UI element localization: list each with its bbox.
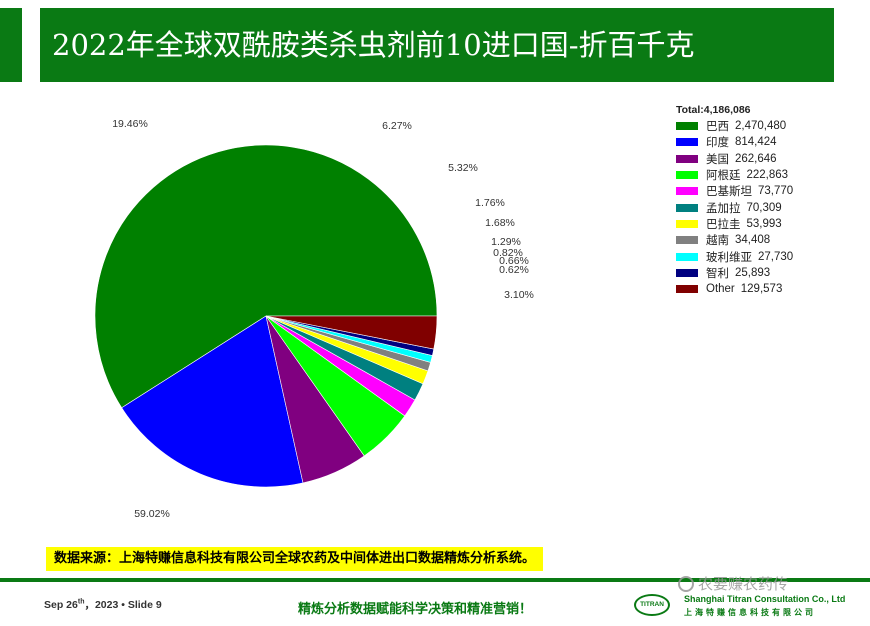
legend-name-10: Other — [706, 283, 735, 296]
legend-swatch-0 — [676, 122, 698, 131]
legend-swatch-7 — [676, 236, 698, 245]
pie-percent-label-2: 6.27% — [382, 120, 412, 132]
legend-item-6: 巴拉圭 53,993 — [676, 216, 793, 232]
legend-name-5: 孟加拉 — [706, 202, 741, 215]
legend-swatch-1 — [676, 138, 698, 147]
legend-value-4: 73,770 — [758, 185, 794, 198]
pie-percent-label-3: 5.32% — [448, 162, 478, 174]
legend-name-2: 美国 — [706, 153, 729, 166]
legend-swatch-4 — [676, 187, 698, 196]
legend-swatch-6 — [676, 219, 698, 228]
footer-date-main: Sep 26 — [44, 599, 78, 611]
legend-name-7: 越南 — [706, 235, 729, 248]
footer-date-sup: th — [77, 598, 85, 606]
chart-legend: Total:4,186,086 巴西 2,470,480 印度 814,424 美国 26… — [676, 104, 793, 297]
legend-swatch-3 — [676, 171, 698, 180]
legend-value-5: 70,309 — [746, 201, 782, 214]
footer-slogan: 精炼分析数据赋能科学决策和精准营销！ — [298, 602, 533, 617]
pie-percent-label-9: 0.62% — [499, 264, 529, 276]
legend-value-10: 129,573 — [740, 283, 783, 296]
legend-value-1: 814,424 — [735, 136, 777, 149]
titran-logo: TITRAN — [634, 594, 670, 616]
pie-slice-0 — [94, 144, 438, 409]
legend-value-0: 2,470,480 — [735, 120, 787, 133]
pie-slice-1 — [121, 315, 304, 488]
legend-name-4: 巴基斯坦 — [706, 186, 752, 199]
watermark-text: 农要赚农药传 — [698, 575, 789, 593]
wechat-icon — [678, 575, 694, 592]
legend-item-0: 巴西 2,470,480 — [676, 118, 793, 134]
legend-item-3: 阿根廷 222,863 — [676, 167, 793, 183]
legend-item-1: 印度 814,424 — [676, 134, 793, 150]
legend-swatch-8 — [676, 252, 698, 261]
pie-percent-label-10: 3.10% — [504, 289, 534, 301]
legend-swatch-10 — [676, 285, 698, 294]
pie-percent-label-4: 1.76% — [475, 197, 505, 209]
legend-name-6: 巴拉圭 — [706, 218, 741, 231]
pie-percent-label-0: 59.02% — [134, 508, 170, 520]
company-name-cn: 上海特赚信息科技有限公司 — [684, 608, 816, 617]
pie-percent-label-5: 1.68% — [485, 217, 515, 229]
legend-value-9: 25,893 — [735, 266, 771, 279]
legend-swatch-9 — [676, 268, 698, 277]
pie-percent-label-1: 19.46% — [112, 118, 148, 130]
pie-percent-label-6: 1.29% — [491, 236, 521, 248]
legend-rows: 巴西 2,470,480 印度 814,424 美国 262,646 阿根廷 222,863 巴… — [676, 118, 793, 297]
title-side-accent — [0, 8, 22, 82]
legend-item-5: 孟加拉 70,309 — [676, 199, 793, 215]
legend-swatch-2 — [676, 154, 698, 163]
legend-name-9: 智利 — [706, 267, 729, 280]
legend-item-2: 美国 262,646 — [676, 151, 793, 167]
legend-item-7: 越南 34,408 — [676, 232, 793, 248]
footer-date: Sep 26th，2023 • Slide 9 — [44, 597, 162, 612]
data-source-note: 数据来源：上海特赚信息科技有限公司全球农药及中间体进出口数据精炼分析系统。 — [46, 547, 544, 571]
pie-percent-label-7: 0.82% — [493, 247, 523, 259]
watermark: 农要赚农药传 — [678, 573, 788, 594]
legend-item-9: 智利 25,893 — [676, 265, 793, 281]
legend-value-8: 27,730 — [758, 250, 794, 263]
legend-total: Total:4,186,086 — [676, 104, 751, 116]
legend-value-2: 262,646 — [735, 152, 777, 165]
legend-swatch-5 — [676, 203, 698, 212]
legend-item-4: 巴基斯坦 73,770 — [676, 183, 793, 199]
legend-name-1: 印度 — [706, 137, 729, 150]
footer-date-tail: ，2023 • Slide 9 — [84, 599, 162, 611]
legend-name-8: 玻利维亚 — [706, 251, 752, 264]
slide-title: 2022年全球双酰胺类杀虫剂前10进口国-折百千克 — [40, 8, 834, 82]
company-name-en: Shanghai Titran Consultation Co., Ltd — [684, 594, 846, 604]
legend-name-0: 巴西 — [706, 121, 729, 134]
footer-divider — [0, 578, 870, 582]
legend-item-10: Other 129,573 — [676, 281, 793, 297]
legend-name-3: 阿根廷 — [706, 170, 741, 183]
legend-value-3: 222,863 — [746, 169, 789, 182]
pie-slice-10 — [265, 315, 438, 350]
legend-value-6: 53,993 — [746, 217, 782, 230]
pie-percent-label-8: 0.66% — [499, 255, 529, 267]
legend-value-7: 34,408 — [735, 234, 771, 247]
legend-item-8: 玻利维亚 27,730 — [676, 248, 793, 264]
